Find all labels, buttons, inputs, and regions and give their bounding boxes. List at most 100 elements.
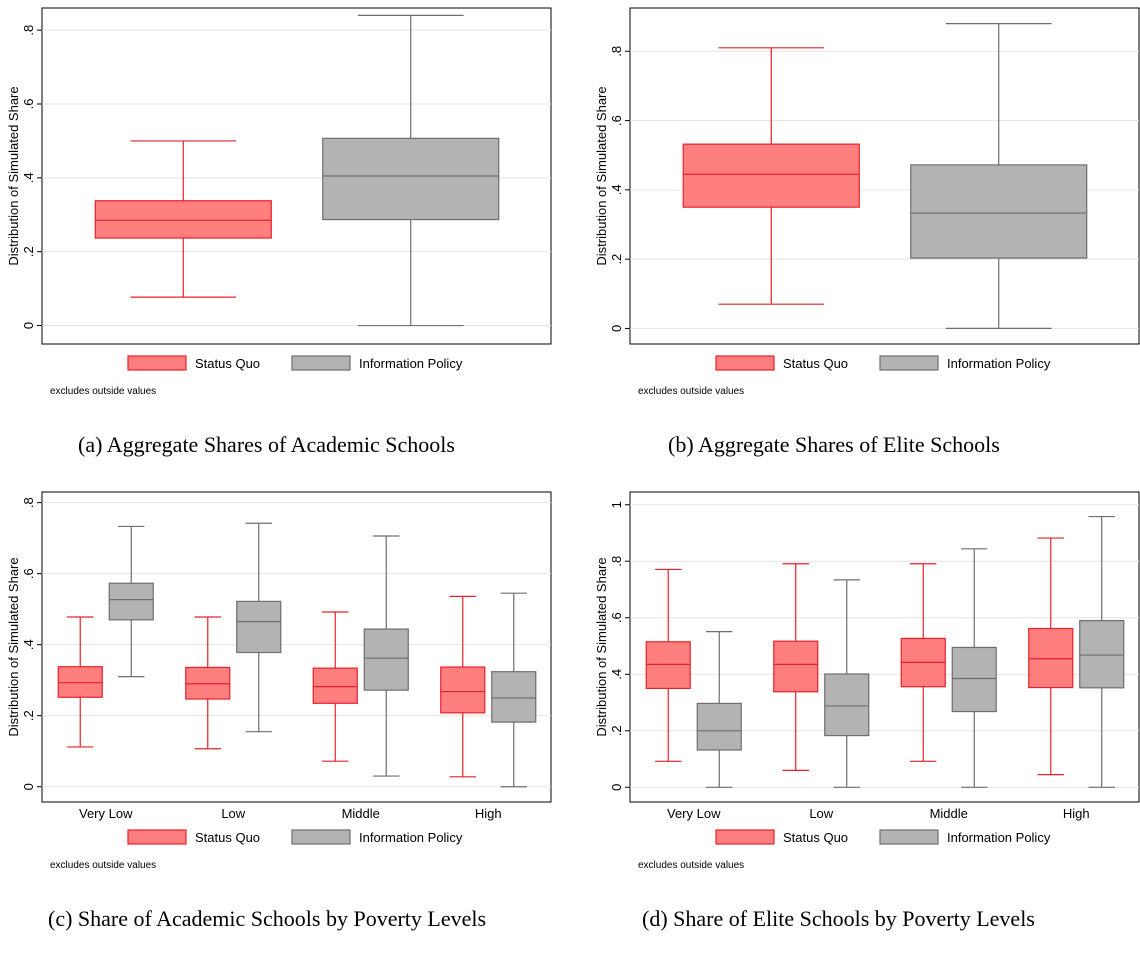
box xyxy=(491,671,537,723)
box-status-quo-1 xyxy=(773,563,819,771)
caption-d: (d) Share of Elite Schools by Poverty Le… xyxy=(642,906,1035,931)
y-tick-label: 0 xyxy=(609,784,624,791)
box-status-quo-3 xyxy=(440,595,486,778)
legend-label: Information Policy xyxy=(359,830,463,845)
y-tick-label: .2 xyxy=(21,710,36,721)
box xyxy=(773,640,819,693)
y-tick-label: .4 xyxy=(609,184,624,195)
box xyxy=(312,667,358,704)
legend-swatch xyxy=(715,829,775,845)
category-label: Very Low xyxy=(667,806,721,821)
box-information-policy-2 xyxy=(363,535,409,777)
legend-status-quo: Status Quo xyxy=(715,829,848,845)
category-label: High xyxy=(475,806,502,821)
caption-c: (c) Share of Academic Schools by Poverty… xyxy=(48,906,487,931)
y-axis-label: Distribution of Simulated Share xyxy=(6,557,21,736)
legend-information-policy: Information Policy xyxy=(291,829,463,845)
y-tick-label: .6 xyxy=(609,115,624,126)
box xyxy=(951,646,997,713)
legend-label: Status Quo xyxy=(195,830,260,845)
box xyxy=(57,666,103,698)
box-information-policy-1 xyxy=(824,579,870,788)
footnote: excludes outside values xyxy=(50,386,156,397)
legend-swatch xyxy=(879,829,939,845)
y-tick-label: 0 xyxy=(609,325,624,332)
box-status-quo-0 xyxy=(682,47,860,305)
y-axis-label: Distribution of Simulated Share xyxy=(6,86,21,265)
category-label: Low xyxy=(809,806,833,821)
box xyxy=(1028,627,1074,689)
legend-swatch xyxy=(291,355,351,371)
y-tick-label: .6 xyxy=(21,99,36,110)
legend-label: Information Policy xyxy=(359,356,463,371)
y-tick-label: .4 xyxy=(609,669,624,680)
y-tick-label: .4 xyxy=(21,639,36,650)
box-status-quo-2 xyxy=(312,611,358,762)
box xyxy=(440,666,486,714)
legend-swatch xyxy=(715,355,775,371)
box-status-quo-2 xyxy=(900,563,946,762)
legend-status-quo: Status Quo xyxy=(127,355,260,371)
y-tick-label: .8 xyxy=(21,25,36,36)
footnote: excludes outside values xyxy=(638,860,744,871)
box-plot-a: 0 .2 .4 .6 .8 Distribution of Simulated Share… xyxy=(6,7,552,397)
footnote: excludes outside values xyxy=(50,860,156,871)
y-tick-label: 0 xyxy=(21,322,36,329)
legend-label: Status Quo xyxy=(783,356,848,371)
box xyxy=(645,641,691,689)
legend-status-quo: Status Quo xyxy=(127,829,260,845)
legend-label: Information Policy xyxy=(947,830,1051,845)
legend-information-policy: Information Policy xyxy=(879,355,1051,371)
chart-panel-a: 0 .2 .4 .6 .8 Distribution of Simulated Share… xyxy=(0,0,552,415)
box xyxy=(236,600,282,654)
category-label: Very Low xyxy=(79,806,133,821)
box-status-quo-1 xyxy=(185,616,231,750)
box xyxy=(1079,619,1125,689)
box xyxy=(696,702,742,751)
footnote: excludes outside values xyxy=(638,386,744,397)
y-tick-label: .6 xyxy=(609,612,624,623)
chart-panel-c: 0 .2 .4 .6 .8 Distribution of Simulated Share… xyxy=(0,484,552,899)
box-plot-c: 0 .2 .4 .6 .8 Distribution of Simulated Share… xyxy=(6,491,552,871)
box xyxy=(322,137,500,221)
box-status-quo-0 xyxy=(645,568,691,762)
category-label: Low xyxy=(221,806,245,821)
caption-a: (a) Aggregate Shares of Academic Schools xyxy=(78,432,455,457)
box-status-quo-0 xyxy=(94,140,272,298)
box-information-policy-0 xyxy=(108,525,154,678)
box-information-policy-1 xyxy=(236,522,282,733)
y-tick-label: .6 xyxy=(21,568,36,579)
box-status-quo-3 xyxy=(1028,537,1074,776)
legend-information-policy: Information Policy xyxy=(879,829,1051,845)
box xyxy=(108,582,154,621)
box-plot-d: 0 .2 .4 .6 .8 1 Distribution of Simulated Shar… xyxy=(594,491,1140,871)
plot-area xyxy=(41,491,552,803)
box-information-policy-0 xyxy=(696,630,742,788)
legend-label: Status Quo xyxy=(195,356,260,371)
y-tick-label: .4 xyxy=(21,172,36,183)
legend-label: Information Policy xyxy=(947,356,1051,371)
y-tick-label: 0 xyxy=(21,783,36,790)
legend-status-quo: Status Quo xyxy=(715,355,848,371)
legend-swatch xyxy=(879,355,939,371)
box xyxy=(910,164,1088,259)
category-label: High xyxy=(1063,806,1090,821)
y-tick-label: .8 xyxy=(609,46,624,57)
legend-information-policy: Information Policy xyxy=(291,355,463,371)
category-label: Middle xyxy=(342,806,380,821)
y-axis-label: Distribution of Simulated Share xyxy=(594,86,609,265)
legend-swatch xyxy=(127,355,187,371)
y-tick-label: .8 xyxy=(21,497,36,508)
y-tick-label: .2 xyxy=(21,246,36,257)
box-information-policy-0 xyxy=(322,14,500,327)
legend-label: Status Quo xyxy=(783,830,848,845)
box-status-quo-0 xyxy=(57,616,103,748)
category-label: Middle xyxy=(930,806,968,821)
box-information-policy-0 xyxy=(910,22,1088,330)
y-tick-label: 1 xyxy=(609,501,624,508)
box xyxy=(682,143,860,208)
y-tick-label: .2 xyxy=(609,725,624,736)
legend-swatch xyxy=(127,829,187,845)
caption-b: (b) Aggregate Shares of Elite Schools xyxy=(668,432,1000,457)
y-tick-label: .8 xyxy=(609,556,624,567)
